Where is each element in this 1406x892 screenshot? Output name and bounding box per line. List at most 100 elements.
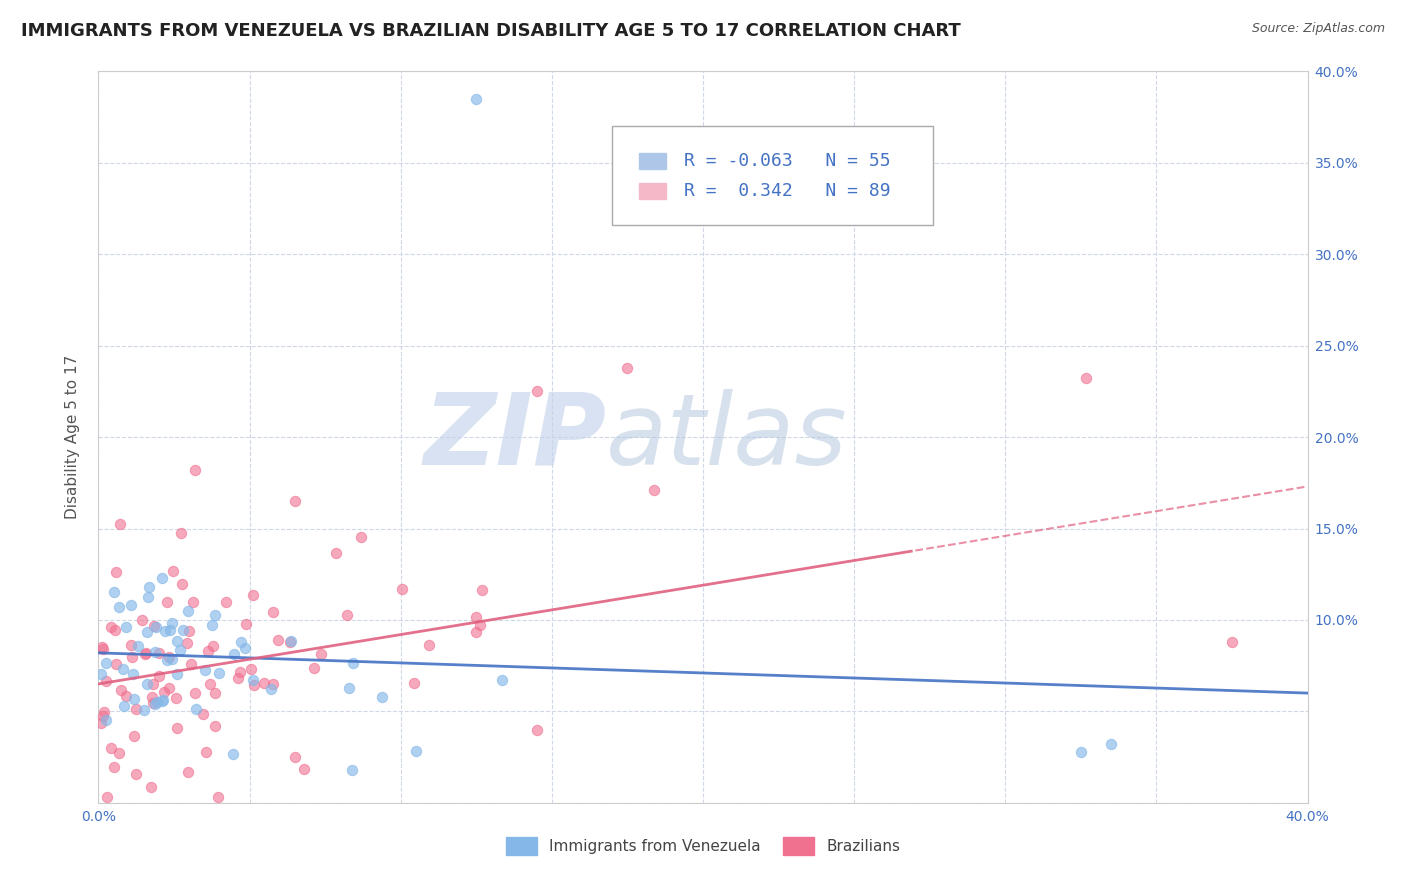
- Point: [136, 624, 159, 639]
- Point: [176, 635, 198, 649]
- Point: [179, 624, 201, 638]
- Point: [120, 638, 142, 652]
- Point: [122, 729, 145, 743]
- Point: [134, 647, 156, 661]
- Point: [1074, 371, 1097, 385]
- Point: [112, 698, 135, 713]
- Point: [94, 674, 117, 689]
- Point: [141, 690, 163, 705]
- Point: [115, 619, 138, 633]
- Point: [465, 624, 488, 639]
- Point: [91, 642, 114, 657]
- FancyBboxPatch shape: [613, 126, 932, 225]
- Point: [108, 600, 131, 615]
- Point: [181, 595, 204, 609]
- Point: [231, 635, 253, 649]
- Point: [143, 645, 166, 659]
- Point: [91, 640, 114, 655]
- Point: [162, 564, 184, 578]
- Point: [136, 590, 159, 604]
- Point: [402, 676, 425, 690]
- Point: [121, 598, 143, 612]
- Point: [108, 746, 131, 760]
- Point: [124, 692, 146, 706]
- Point: [643, 483, 665, 498]
- Point: [242, 588, 264, 602]
- Point: [616, 360, 638, 375]
- FancyBboxPatch shape: [638, 183, 665, 199]
- Point: [204, 686, 226, 700]
- Point: [526, 723, 548, 737]
- Point: [156, 595, 179, 609]
- Point: [176, 765, 198, 780]
- Point: [292, 762, 315, 776]
- Point: [184, 463, 207, 477]
- Point: [201, 639, 224, 653]
- Point: [90, 666, 112, 681]
- Point: [150, 694, 173, 708]
- Point: [208, 665, 231, 680]
- Point: [325, 546, 347, 560]
- Point: [260, 682, 283, 697]
- Point: [471, 582, 494, 597]
- Point: [127, 639, 149, 653]
- Point: [125, 767, 148, 781]
- Y-axis label: Disability Age 5 to 17: Disability Age 5 to 17: [65, 355, 80, 519]
- Point: [166, 721, 188, 735]
- Point: [152, 692, 174, 706]
- Point: [340, 763, 363, 777]
- Text: ZIP: ZIP: [423, 389, 606, 485]
- Point: [278, 635, 301, 649]
- Text: IMMIGRANTS FROM VENEZUELA VS BRAZILIAN DISABILITY AGE 5 TO 17 CORRELATION CHART: IMMIGRANTS FROM VENEZUELA VS BRAZILIAN D…: [21, 22, 960, 40]
- Point: [165, 690, 187, 705]
- Point: [337, 681, 360, 695]
- Legend: Immigrants from Venezuela, Brazilians: Immigrants from Venezuela, Brazilians: [501, 831, 905, 861]
- Point: [141, 780, 163, 795]
- Point: [1220, 635, 1243, 649]
- Point: [197, 644, 219, 658]
- Point: [143, 697, 166, 711]
- Point: [157, 650, 180, 665]
- Point: [491, 673, 513, 688]
- Point: [108, 516, 131, 531]
- Point: [309, 647, 332, 661]
- Point: [242, 673, 264, 687]
- Point: [468, 617, 491, 632]
- Point: [90, 716, 112, 731]
- Point: [103, 584, 125, 599]
- Point: [121, 667, 143, 681]
- Point: [91, 709, 114, 723]
- Point: [526, 384, 548, 399]
- Point: [229, 665, 252, 679]
- Point: [204, 719, 226, 733]
- Text: R =  0.342   N = 89: R = 0.342 N = 89: [683, 182, 890, 200]
- Point: [172, 576, 194, 591]
- Point: [391, 582, 413, 597]
- Point: [224, 648, 246, 662]
- Text: Source: ZipAtlas.com: Source: ZipAtlas.com: [1251, 22, 1385, 36]
- Point: [177, 604, 200, 618]
- Point: [280, 634, 302, 648]
- Point: [284, 749, 307, 764]
- Point: [169, 643, 191, 657]
- Point: [198, 677, 221, 691]
- Point: [134, 703, 156, 717]
- Point: [94, 657, 117, 671]
- Point: [146, 695, 169, 709]
- Point: [201, 617, 224, 632]
- Text: atlas: atlas: [606, 389, 848, 485]
- Point: [142, 677, 165, 691]
- Point: [215, 594, 238, 608]
- Point: [148, 646, 170, 660]
- Point: [135, 646, 157, 660]
- Point: [243, 678, 266, 692]
- FancyBboxPatch shape: [638, 153, 665, 169]
- Point: [195, 746, 218, 760]
- Point: [104, 565, 127, 579]
- Point: [110, 683, 132, 698]
- Point: [262, 605, 284, 619]
- Point: [150, 571, 173, 585]
- Point: [336, 607, 359, 622]
- Point: [104, 623, 127, 637]
- Point: [121, 650, 143, 665]
